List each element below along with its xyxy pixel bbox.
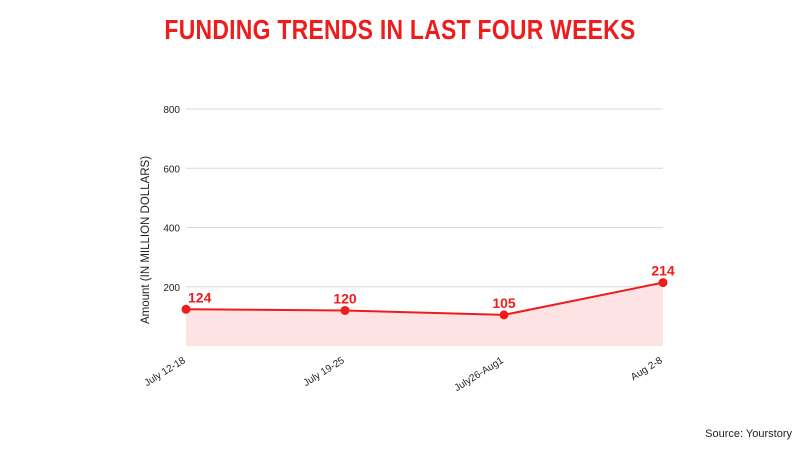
data-label: 105 (492, 295, 516, 311)
y-tick-labels: 200 400 600 800 (163, 105, 180, 294)
x-tick-labels: July 12-18 July 19-25 July26-Aug1 Aug 2-8 (143, 355, 665, 394)
data-label: 120 (333, 290, 357, 306)
y-axis-label: Amount (IN MILLION DOLLARS) (140, 156, 152, 324)
data-point (499, 310, 509, 320)
data-point (658, 278, 668, 288)
x-tick-label: Aug 2-8 (629, 355, 665, 383)
data-point (340, 305, 350, 315)
data-labels: 124 120 105 214 (188, 263, 675, 311)
data-label: 214 (651, 263, 675, 279)
source-note: Source: Yourstory (705, 428, 792, 440)
y-tick-label: 400 (163, 224, 180, 235)
data-points (181, 278, 668, 320)
y-tick-label: 600 (163, 164, 180, 175)
x-tick-label: July 12-18 (143, 355, 188, 389)
grid-lines (186, 108, 663, 288)
data-label: 124 (188, 289, 212, 305)
x-tick-label: July26-Aug1 (453, 355, 506, 394)
area-fill (186, 282, 663, 346)
series-line (185, 281, 664, 316)
x-tick-label: July 19-25 (302, 355, 347, 389)
y-tick-label: 200 (163, 283, 180, 294)
chart-title: FUNDING TRENDS IN LAST FOUR WEEKS (164, 14, 636, 45)
data-point (181, 304, 191, 314)
y-tick-label: 800 (163, 105, 180, 116)
